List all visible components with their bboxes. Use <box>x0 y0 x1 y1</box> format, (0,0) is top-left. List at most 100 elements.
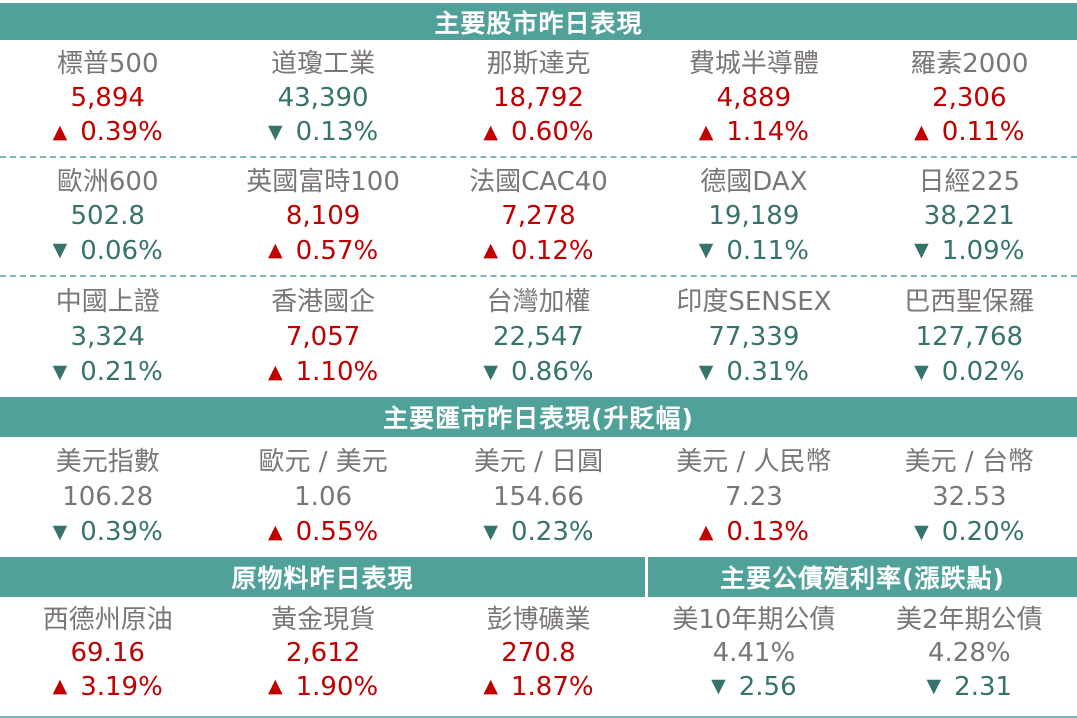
change-percent: 0.20% <box>941 516 1025 547</box>
fx-change: ▼ 0.39% <box>53 518 163 547</box>
change-arrow-icon: ▼ <box>926 675 942 698</box>
market-cell-ftse100: 英國富時100 8,109 ▲ 0.57% <box>215 158 430 275</box>
market-change: ▼ 0.21% <box>53 358 163 387</box>
commodities-bonds-header-band: 原物料昨日表現 主要公債殖利率(漲跌點) <box>0 557 1077 597</box>
market-name: 德國DAX <box>700 166 808 197</box>
market-value: 5,894 <box>70 82 145 113</box>
market-value: 4,889 <box>716 82 792 113</box>
change-arrow-icon: ▲ <box>267 360 283 383</box>
fx-cell-usdcny: 美元 / 人民幣 7.23 ▲ 0.13% <box>646 437 861 557</box>
market-cell-dow: 道瓊工業 43,390 ▼ 0.13% <box>215 40 430 156</box>
change-arrow-icon: ▲ <box>52 120 68 143</box>
bond-cell-us2y: 美2年期公債 4.28% ▼ 2.31 <box>862 597 1077 710</box>
change-points: 2.56 <box>738 671 797 702</box>
market-value: 22,547 <box>493 321 584 352</box>
commodities-bonds-row: 西德州原油 69.16 ▲ 3.19% 黃金現貨 2,612 ▲ 1.90% 彭… <box>0 597 1077 710</box>
market-name: 標普500 <box>56 48 159 79</box>
change-arrow-icon: ▲ <box>267 675 283 698</box>
change-points: 2.31 <box>954 671 1013 702</box>
change-arrow-icon: ▼ <box>52 360 68 383</box>
change-percent: 1.09% <box>941 235 1025 266</box>
market-name: 香港國企 <box>271 286 376 317</box>
change-arrow-icon: ▼ <box>914 360 929 383</box>
fx-cell-dxy: 美元指數 106.28 ▼ 0.39% <box>0 437 215 557</box>
market-change: ▼ 0.31% <box>699 358 809 387</box>
commodity-change: ▲ 1.87% <box>483 671 594 702</box>
market-cell-taiex: 台灣加權 22,547 ▼ 0.86% <box>431 277 646 397</box>
commodity-cell-bcom: 彭博礦業 270.8 ▲ 1.87% <box>431 597 646 710</box>
market-value: 77,339 <box>708 321 800 352</box>
market-change: ▼ 0.02% <box>914 358 1024 387</box>
change-arrow-icon: ▲ <box>698 520 714 543</box>
commodities-section-header: 原物料昨日表現 <box>0 557 645 597</box>
change-arrow-icon: ▲ <box>267 520 283 543</box>
market-value: 3,324 <box>70 321 145 352</box>
change-percent: 0.13% <box>726 516 809 547</box>
market-name: 法國CAC40 <box>469 166 608 197</box>
change-arrow-icon: ▼ <box>914 520 929 543</box>
change-percent: 0.23% <box>511 516 594 547</box>
change-percent: 0.57% <box>295 235 379 266</box>
market-value: 8,109 <box>285 201 361 232</box>
change-arrow-icon: ▲ <box>483 675 498 698</box>
bond-cell-us10y: 美10年期公債 4.41% ▼ 2.56 <box>646 597 861 710</box>
fx-cell-usdjpy: 美元 / 日圓 154.66 ▼ 0.23% <box>431 437 646 557</box>
market-change: ▲ 0.39% <box>53 118 163 147</box>
change-percent: 1.87% <box>511 671 594 702</box>
market-name: 道瓊工業 <box>271 48 376 79</box>
market-name: 中國上證 <box>55 286 160 317</box>
change-arrow-icon: ▼ <box>483 360 498 383</box>
commodity-name: 黃金現貨 <box>271 604 376 635</box>
change-arrow-icon: ▼ <box>52 520 68 543</box>
change-percent: 0.31% <box>726 356 809 387</box>
bottom-border-line <box>0 716 1077 718</box>
change-percent: 0.55% <box>295 516 379 547</box>
market-value: 502.8 <box>70 201 145 232</box>
market-value: 43,390 <box>277 82 369 113</box>
market-cell-nikkei225: 日經225 38,221 ▼ 1.09% <box>862 158 1077 275</box>
fx-name: 美元 / 日圓 <box>473 446 604 477</box>
fx-cell-eurusd: 歐元 / 美元 1.06 ▲ 0.55% <box>215 437 430 557</box>
stocks-section-header: 主要股市昨日表現 <box>0 3 1077 40</box>
market-name: 巴西聖保羅 <box>904 286 1035 317</box>
market-name: 那斯達克 <box>486 48 591 79</box>
fx-name: 美元 / 人民幣 <box>676 446 832 477</box>
change-percent: 0.11% <box>726 235 809 266</box>
change-percent: 0.13% <box>295 116 379 147</box>
market-cell-sp500: 標普500 5,894 ▲ 0.39% <box>0 40 215 156</box>
commodity-name: 西德州原油 <box>42 604 173 635</box>
bond-yield: 4.28% <box>927 638 1011 669</box>
commodity-name: 彭博礦業 <box>486 604 591 635</box>
change-arrow-icon: ▲ <box>483 239 498 262</box>
change-arrow-icon: ▼ <box>698 360 714 383</box>
market-value: 127,768 <box>915 321 1024 352</box>
market-value: 7,057 <box>285 321 361 352</box>
fx-value: 154.66 <box>493 481 584 512</box>
bonds-section-header: 主要公債殖利率(漲跌點) <box>648 557 1077 597</box>
market-value: 2,306 <box>932 82 1007 113</box>
fx-row: 美元指數 106.28 ▼ 0.39% 歐元 / 美元 1.06 ▲ 0.55%… <box>0 437 1077 557</box>
market-name: 羅素2000 <box>910 48 1029 79</box>
commodity-value: 2,612 <box>285 638 361 669</box>
market-value: 18,792 <box>493 82 584 113</box>
change-percent: 0.86% <box>511 356 594 387</box>
market-change: ▼ 1.09% <box>914 235 1025 266</box>
bond-name: 美10年期公債 <box>672 604 836 635</box>
commodity-change: ▲ 1.90% <box>267 671 379 702</box>
fx-value: 32.53 <box>932 481 1007 512</box>
change-percent: 1.14% <box>726 116 809 147</box>
fx-value: 106.28 <box>62 481 154 512</box>
market-name: 費城半導體 <box>688 48 819 79</box>
bond-name: 美2年期公債 <box>896 604 1043 635</box>
fx-cell-usdtwd: 美元 / 台幣 32.53 ▼ 0.20% <box>862 437 1077 557</box>
stocks-row-1: 標普500 5,894 ▲ 0.39% 道瓊工業 43,390 ▼ 0.13% … <box>0 40 1077 158</box>
market-name: 歐洲600 <box>56 166 159 197</box>
fx-change: ▲ 0.13% <box>699 518 809 547</box>
market-name: 印度SENSEX <box>676 286 832 317</box>
market-name: 台灣加權 <box>486 286 591 317</box>
change-arrow-icon: ▼ <box>711 675 726 698</box>
change-percent: 1.90% <box>295 671 379 702</box>
commodity-cell-wti: 西德州原油 69.16 ▲ 3.19% <box>0 597 215 710</box>
fx-value: 1.06 <box>294 481 353 512</box>
